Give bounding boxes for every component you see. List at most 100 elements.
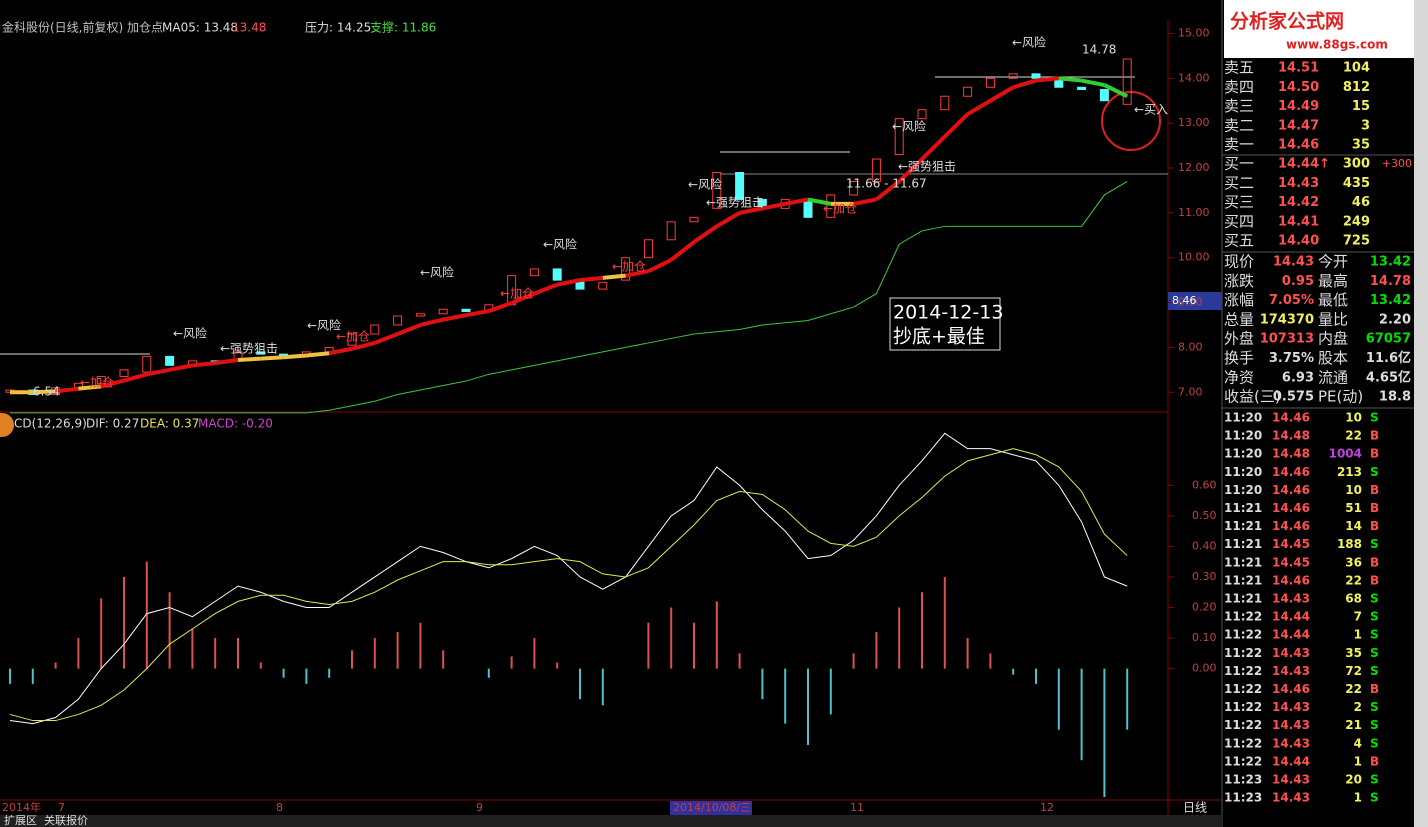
ma-segment [692,224,718,244]
trade-side: S [1370,791,1379,805]
ma-segment [602,273,626,280]
stat-value: 11.6亿 [1366,350,1411,366]
annotation: ←加仓 [612,260,646,274]
stat-value: 0.575 [1273,390,1314,405]
stat-value: 174370 [1260,312,1314,327]
trade-time: 11:22 [1224,754,1262,768]
candle [1099,89,1109,102]
annotation: 14.78 [1082,43,1116,57]
candle [621,257,631,281]
trade-volume: 4 [1354,736,1362,750]
trade-price: 14.43 [1272,718,1310,732]
period[interactable]: 日线 [1183,801,1207,815]
book-label: 卖五 [1224,59,1254,77]
tab-bar[interactable] [0,815,1222,827]
trade-time: 11:20 [1224,447,1262,461]
trade-price: 14.46 [1272,465,1310,479]
ma-segment [1103,83,1129,99]
book-label: 买二 [1224,174,1254,192]
candle [1031,73,1041,79]
candle [96,376,106,384]
stat-label: 收益(三) [1224,388,1281,406]
trade-price: 14.44 [1272,754,1310,768]
trade-price: 14.46 [1272,573,1310,587]
trade-volume: 213 [1337,465,1362,479]
ma-segment [374,332,399,345]
y-tick-label: 7.00 [1178,385,1203,398]
trade-time: 11:20 [1224,429,1262,443]
ma-segment [647,258,673,273]
book-label: 买一 [1224,155,1254,173]
trade-volume: 1 [1354,754,1362,768]
trade-side: S [1370,465,1379,479]
candle [917,109,927,120]
y-tick-label: 11.00 [1178,206,1210,219]
ma-segment [875,179,901,201]
ma-segment [237,356,261,362]
annotation: ←风险 [688,177,722,192]
ma-segment [214,357,239,366]
candle [666,221,676,241]
candle [119,369,129,378]
candle [165,355,175,366]
annotation: ←风险 [892,119,926,134]
candle [529,268,539,277]
annotation: 6.54 [33,385,60,399]
y-tick-label: 0.10 [1192,631,1217,644]
trade-time: 11:21 [1224,519,1262,533]
indicator-icon[interactable] [0,413,14,437]
ma-segment [146,367,170,377]
y-tick-label: 12.00 [1178,161,1210,174]
ma-segment [715,211,741,229]
book-volume: 249 [1343,214,1370,229]
ma-segment [762,201,786,211]
x-label: 9 [476,801,483,814]
note-text: 2014-12-13 [893,302,1003,324]
trade-time: 11:21 [1224,592,1262,606]
book-volume: 725 [1343,234,1370,249]
candle [940,95,950,111]
x-label: 12 [1040,801,1054,814]
x-label: 8 [276,801,283,814]
book-price: 14.49 [1278,99,1319,114]
ma-segment [283,353,307,360]
ma-segment [32,389,56,395]
trade-price: 14.45 [1272,555,1310,569]
ma-segment [853,197,877,206]
candle [689,216,699,223]
ma-segment [807,197,832,206]
book-label: 卖一 [1224,136,1254,154]
trade-price: 14.48 [1272,429,1310,443]
stat-value: 4.65亿 [1366,369,1411,385]
trade-side: S [1370,646,1379,660]
chart-title: 金科股份(日线,前复权) 加仓点 [2,20,163,35]
tab[interactable]: 关联报价 [44,813,88,827]
ma-segment [533,282,558,296]
date-highlight [670,801,752,815]
trade-volume: 22 [1345,682,1362,696]
book-price: 14.40 [1278,234,1319,249]
trade-time: 11:20 [1224,411,1262,425]
ma-segment [465,309,490,318]
logo: 分析家公式网 [1230,10,1344,33]
book-volume: 104 [1343,61,1370,76]
tab[interactable]: 扩展区 [4,813,37,827]
candle [438,308,448,315]
trade-time: 11:20 [1224,483,1262,497]
stat-label: 总量 [1224,310,1254,328]
ma-segment [306,351,330,358]
ma-segment [169,363,193,372]
book-volume: 35 [1352,138,1370,153]
trade-price: 14.46 [1272,682,1310,696]
support-line [10,181,1128,414]
book-label: 买四 [1224,212,1254,230]
ma-segment [1081,78,1105,87]
trade-volume: 1 [1354,628,1362,642]
current-price-tag [1168,292,1222,310]
dea-label: DEA: 0.37 [140,417,199,431]
stat-value: 7.05% [1269,293,1314,308]
stat-label: 最高 [1318,272,1348,290]
trade-volume: 68 [1345,592,1362,606]
